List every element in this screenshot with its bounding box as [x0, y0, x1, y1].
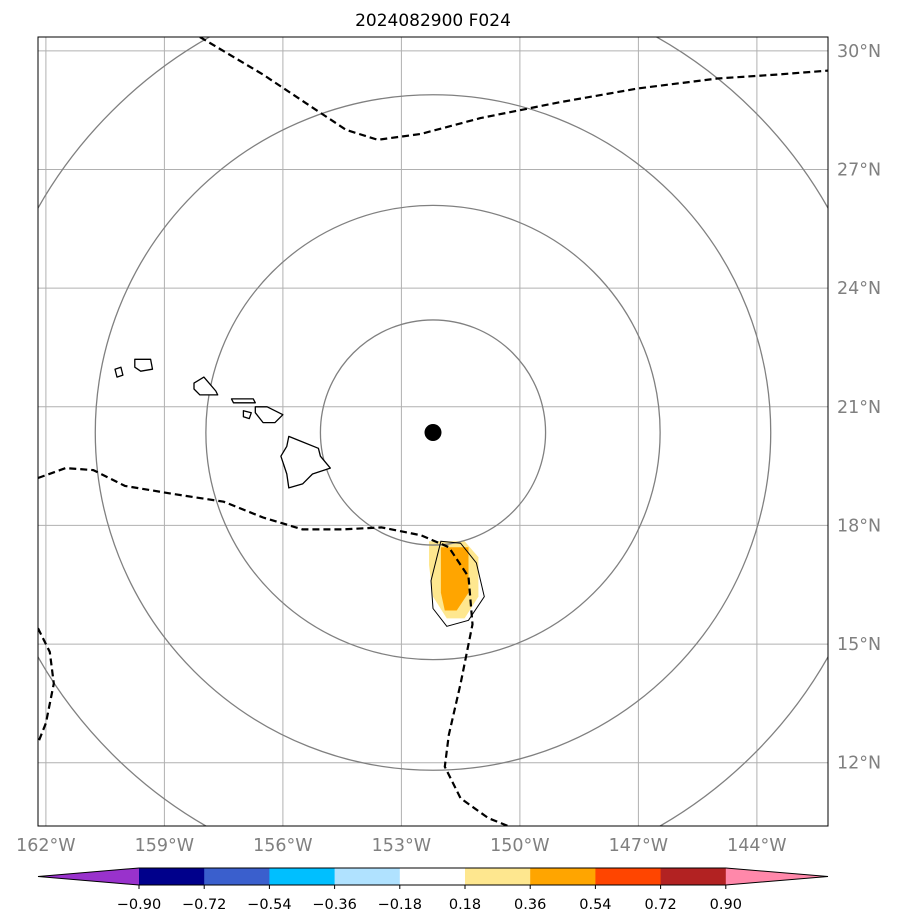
colorbar-segment [530, 868, 596, 885]
gridlines [38, 37, 828, 826]
colorbar-segment [204, 868, 270, 885]
colorbar-tick-label: 0.36 [514, 897, 546, 913]
latitude-tick-labels: 30°N 27°N 24°N 21°N 18°N 15°N 12°N [837, 42, 881, 774]
lat-tick-label: 30°N [837, 42, 881, 62]
storm-center-dot [424, 423, 442, 441]
dashed-contour-1 [38, 467, 509, 826]
island-molokai [230, 398, 256, 404]
island-maui [254, 406, 284, 424]
dashed-contour-0 [199, 37, 828, 141]
colorbar-segment [660, 868, 727, 885]
lon-tick-label: 147°W [609, 836, 668, 856]
storm-center-marker [424, 423, 442, 441]
colorbar-segment [399, 868, 466, 885]
range-ring-2 [94, 94, 772, 771]
colorbar-segment [139, 868, 205, 885]
colorbar-segment [465, 868, 531, 885]
map-title: 2024082900 F024 [355, 11, 511, 31]
lat-tick-label: 12°N [837, 754, 881, 774]
lat-tick-label: 21°N [837, 398, 881, 418]
island-hawaii [280, 435, 331, 489]
lon-tick-label: 156°W [253, 836, 312, 856]
lon-tick-label: 162°W [16, 836, 75, 856]
longitude-tick-labels: 162°W 159°W 156°W 153°W 150°W 147°W 144°W [16, 836, 786, 856]
colorbar-tick-label: −0.18 [378, 897, 422, 913]
colorbar-tick-label: −0.54 [247, 897, 291, 913]
lon-tick-label: 144°W [727, 836, 786, 856]
range-ring-0 [319, 319, 547, 546]
range-ring-3 [38, 37, 828, 826]
colorbar-tick-label: −0.90 [117, 897, 161, 913]
lon-tick-label: 150°W [490, 836, 549, 856]
colorbar-tick-label: 0.90 [710, 897, 742, 913]
lat-tick-label: 24°N [837, 279, 881, 299]
lat-tick-label: 15°N [837, 635, 881, 655]
range-ring-1 [205, 204, 661, 661]
map-frame [37, 36, 829, 827]
lon-tick-label: 153°W [372, 836, 431, 856]
colorbar: −0.90 −0.72 −0.54 −0.36 −0.18 0.18 0.36 0.54 0.7… [37, 867, 829, 913]
colorbar-segment [595, 868, 662, 885]
lat-tick-label: 18°N [837, 516, 881, 536]
thin-contour-line [430, 540, 485, 627]
lon-tick-label: 159°W [135, 836, 194, 856]
range-rings [38, 37, 828, 826]
colorbar-tick-label: −0.72 [182, 897, 226, 913]
probability-contour [430, 540, 485, 627]
lat-tick-label: 27°N [837, 160, 881, 180]
colorbar-tick-label: 0.54 [579, 897, 611, 913]
island-oahu [193, 376, 219, 396]
colorbar-segment [269, 868, 336, 885]
colorbar-tick-label: 0.72 [644, 897, 676, 913]
filled-contours [429, 541, 479, 619]
colorbar-segment [334, 868, 401, 885]
island-kauai [134, 358, 154, 372]
dashed-contour-2 [38, 627, 55, 744]
island-niihau [114, 366, 124, 378]
colorbar-tick-label: −0.36 [312, 897, 356, 913]
coastlines [114, 358, 331, 489]
colorbar-under-extend [38, 868, 139, 885]
map-area [38, 37, 828, 826]
colorbar-tick-label: 0.18 [449, 897, 481, 913]
dashed-contours [38, 37, 828, 826]
island-lanai [242, 410, 252, 420]
colorbar-over-extend [725, 868, 828, 885]
filled-region-1 [440, 547, 469, 611]
